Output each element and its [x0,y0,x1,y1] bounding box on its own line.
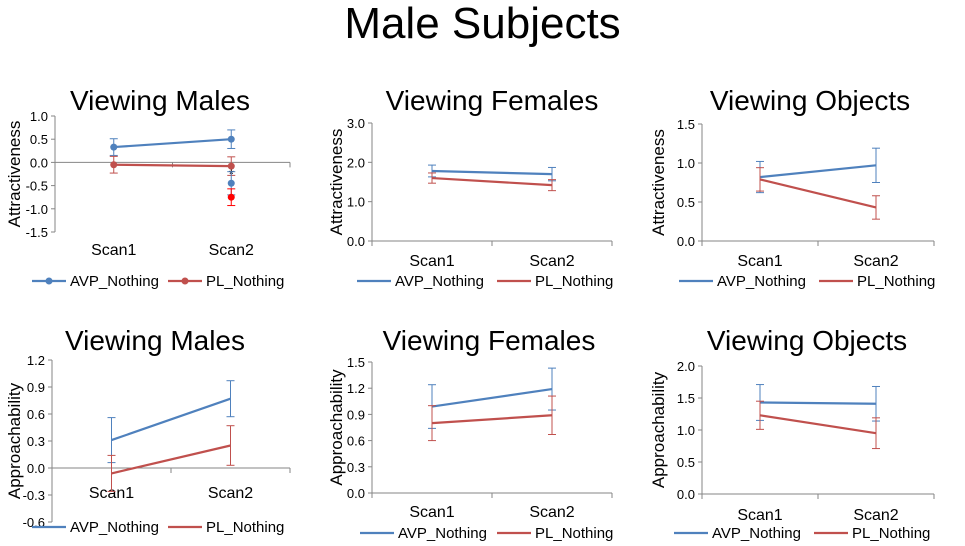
y-tick-label: 1.0 [677,156,695,171]
chart-title: Viewing Objects [707,325,907,356]
y-tick-label: 2.0 [677,359,695,374]
data-point [110,161,118,169]
x-category-label: Scan2 [529,253,574,270]
y-tick-label: 1.5 [677,117,695,132]
x-category-label: Scan2 [209,242,254,259]
legend-label: PL_Nothing [535,525,613,542]
data-point [227,162,235,170]
page-title: Male Subjects [344,0,621,48]
y-tick-label: 0.0 [677,487,695,502]
legend-marker [181,277,189,285]
x-category-label: Scan1 [89,485,134,502]
legend-label: AVP_Nothing [70,273,159,290]
series-line-avp-nothing [113,138,232,149]
y-axis-label: Approachability [649,371,668,488]
legend-label: AVP_Nothing [712,525,801,542]
data-point [110,143,118,151]
chart-title: Viewing Females [386,85,599,116]
y-tick-label: 0.9 [27,380,45,395]
chart-panel-3: Viewing Objects Attractiveness 1.5 1.0 0.5 0.… [649,85,935,290]
x-category-label: Scan1 [91,242,136,259]
x-category-label: Scan1 [409,253,454,270]
y-tick-label: 0.6 [347,434,365,449]
x-category-label: Scan2 [853,253,898,270]
y-tick-label: 1.2 [27,353,45,368]
chart-title: Viewing Males [65,325,245,356]
y-axis-label: Approachability [5,382,24,499]
legend-label: AVP_Nothing [70,519,159,536]
chart-title: Viewing Males [70,85,250,116]
x-category-label: Scan2 [853,507,898,524]
series-line-avp-nothing [111,397,231,442]
chart-title: Viewing Objects [710,85,910,116]
legend-label: PL_Nothing [857,273,935,290]
series-line-pl-nothing [113,163,232,168]
series-line-pl-nothing [759,414,877,435]
y-tick-label: -0.3 [23,488,45,503]
y-tick-label: 0.0 [677,234,695,249]
y-tick-label: 0.0 [347,234,365,249]
legend-label: AVP_Nothing [398,525,487,542]
y-axis-label: Approachability [327,369,346,486]
y-tick-label: -0.5 [26,179,48,194]
y-tick-label: 0.9 [347,407,365,422]
y-tick-label: 1.0 [30,109,48,124]
legend-label: AVP_Nothing [395,273,484,290]
y-axis-label: Attractiveness [327,129,346,236]
y-tick-label: 0.5 [30,132,48,147]
x-category-label: Scan2 [208,485,253,502]
y-axis-label: Attractiveness [5,121,24,228]
y-tick-label: -1.5 [26,225,48,240]
legend-marker [45,277,53,285]
data-point [227,135,235,143]
y-tick-label: 3.0 [347,116,365,131]
series-line-avp-nothing [431,387,553,408]
series-line-avp-nothing [759,164,877,179]
annotation-point [227,193,235,201]
legend-label: PL_Nothing [535,273,613,290]
y-tick-label: 0.0 [30,155,48,170]
y-tick-label: 1.0 [347,195,365,210]
legend-label: PL_Nothing [206,273,284,290]
y-tick-label: 0.3 [27,434,45,449]
legend-label: PL_Nothing [852,525,930,542]
y-tick-label: 0.6 [27,407,45,422]
y-tick-label: 0.5 [677,455,695,470]
legend-label: AVP_Nothing [717,273,806,290]
annotation-point [227,179,235,187]
y-tick-label: 0.3 [347,460,365,475]
y-tick-label: 1.2 [347,381,365,396]
x-category-label: Scan1 [737,507,782,524]
chart-panel-6: Viewing Objects Approachability 2.0 1.5 1.0 0… [649,325,935,542]
x-category-label: Scan1 [737,253,782,270]
y-tick-label: 1.0 [677,423,695,438]
series-line-pl-nothing [431,414,553,425]
y-tick-label: 0.5 [677,195,695,210]
y-tick-label: 0.0 [27,461,45,476]
y-tick-label: -1.0 [26,202,48,217]
x-category-label: Scan2 [529,504,574,521]
y-tick-label: 1.5 [677,391,695,406]
series-line-pl-nothing [431,176,553,187]
chart-title: Viewing Females [383,325,596,356]
series-line-avp-nothing [759,401,877,405]
y-axis-label: Attractiveness [649,129,668,236]
series-line-avp-nothing [431,169,553,176]
y-tick-label: 0.0 [347,486,365,501]
series-line-pl-nothing [759,178,877,209]
x-category-label: Scan1 [409,504,454,521]
series-line-pl-nothing [111,444,231,475]
legend-label: PL_Nothing [206,519,284,536]
y-tick-label: 1.5 [347,355,365,370]
chart-panel-1: Viewing Males Attractiveness 1.0 0.5 0.0 -0.5… [5,85,291,290]
y-tick-label: 2.0 [347,155,365,170]
